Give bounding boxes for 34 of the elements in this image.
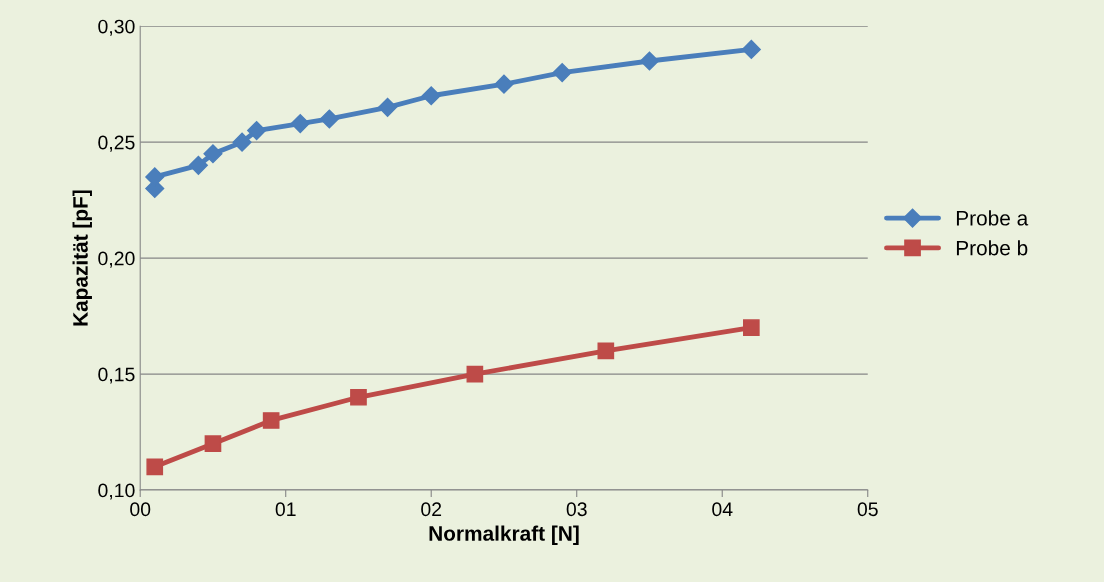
x-tick-label: 04 xyxy=(712,502,733,517)
point xyxy=(378,97,398,117)
point xyxy=(552,63,572,83)
point xyxy=(466,365,484,383)
x-tick-label: 00 xyxy=(130,502,151,517)
x-tick-label: 02 xyxy=(421,502,442,517)
point xyxy=(319,109,339,129)
y-tick-label: 0,15 xyxy=(98,367,135,384)
point xyxy=(262,412,280,429)
legend-label: Probe b xyxy=(956,240,1028,256)
y-tick-label: 0,25 xyxy=(98,135,135,152)
x-tick-label: 01 xyxy=(275,502,296,517)
point xyxy=(290,114,310,134)
y-tick-label: 0,20 xyxy=(98,251,135,268)
point xyxy=(741,39,761,59)
point xyxy=(421,86,441,106)
point xyxy=(743,319,760,337)
x-tick-label: 05 xyxy=(857,502,878,517)
y-tick-label: 0,10 xyxy=(98,483,135,500)
y-axis-title: Kapazität [pF] xyxy=(72,190,92,326)
point xyxy=(232,132,252,152)
point xyxy=(247,121,267,141)
point xyxy=(350,388,367,406)
point xyxy=(203,144,223,164)
point xyxy=(494,74,514,94)
x-tick-label: 03 xyxy=(566,502,587,517)
y-tick-label: 0,30 xyxy=(98,19,135,36)
x-axis-title: Normalkraft [N] xyxy=(429,525,579,545)
point xyxy=(146,458,164,476)
point xyxy=(188,155,208,175)
point xyxy=(639,51,660,71)
point xyxy=(597,342,615,360)
point xyxy=(204,435,222,452)
legend-label: Probe a xyxy=(956,210,1029,226)
